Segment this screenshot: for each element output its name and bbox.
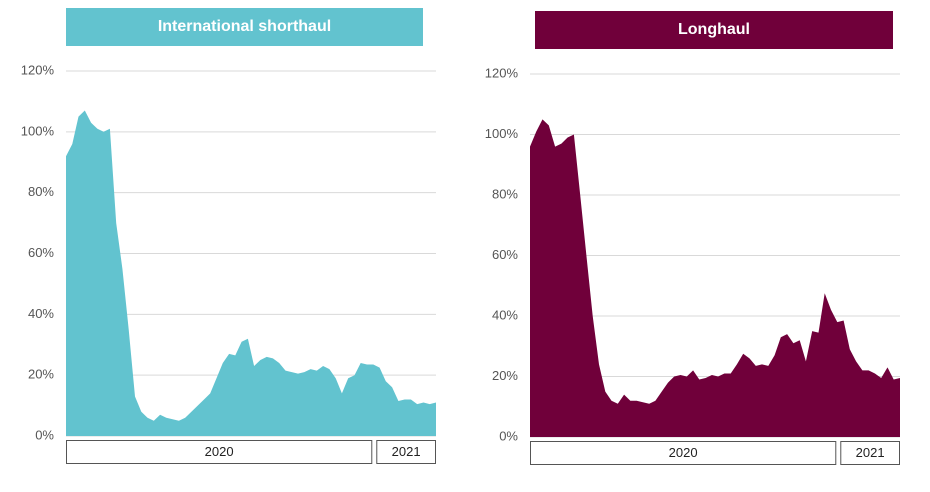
title-banner — [66, 8, 423, 46]
chart-title: International shorthaul — [158, 18, 331, 35]
y-tick-label: 80% — [492, 186, 518, 201]
y-tick-label: 100% — [485, 126, 519, 141]
area — [66, 110, 436, 436]
y-tick-label: 0% — [35, 427, 54, 442]
area — [530, 119, 900, 438]
y-tick-label: 40% — [28, 306, 54, 321]
year-label: 2021 — [856, 445, 885, 460]
chart-title: Longhaul — [678, 21, 750, 38]
y-tick-label: 40% — [492, 307, 518, 322]
title-banner — [535, 11, 893, 49]
year-label: 2020 — [205, 444, 234, 459]
y-tick-label: 60% — [492, 247, 518, 262]
y-tick-label: 20% — [28, 367, 54, 382]
y-tick-label: 60% — [28, 245, 54, 260]
year-band — [530, 441, 837, 465]
y-tick-label: 0% — [499, 428, 518, 443]
year-label: 2021 — [392, 444, 421, 459]
y-tick-label: 120% — [485, 65, 519, 80]
y-tick-label: 80% — [28, 184, 54, 199]
y-tick-label: 100% — [21, 123, 55, 138]
year-band — [66, 440, 373, 464]
year-label: 2020 — [669, 445, 698, 460]
y-tick-label: 20% — [492, 368, 518, 383]
year-band — [840, 441, 901, 465]
year-band — [376, 440, 437, 464]
y-tick-label: 120% — [21, 62, 55, 77]
